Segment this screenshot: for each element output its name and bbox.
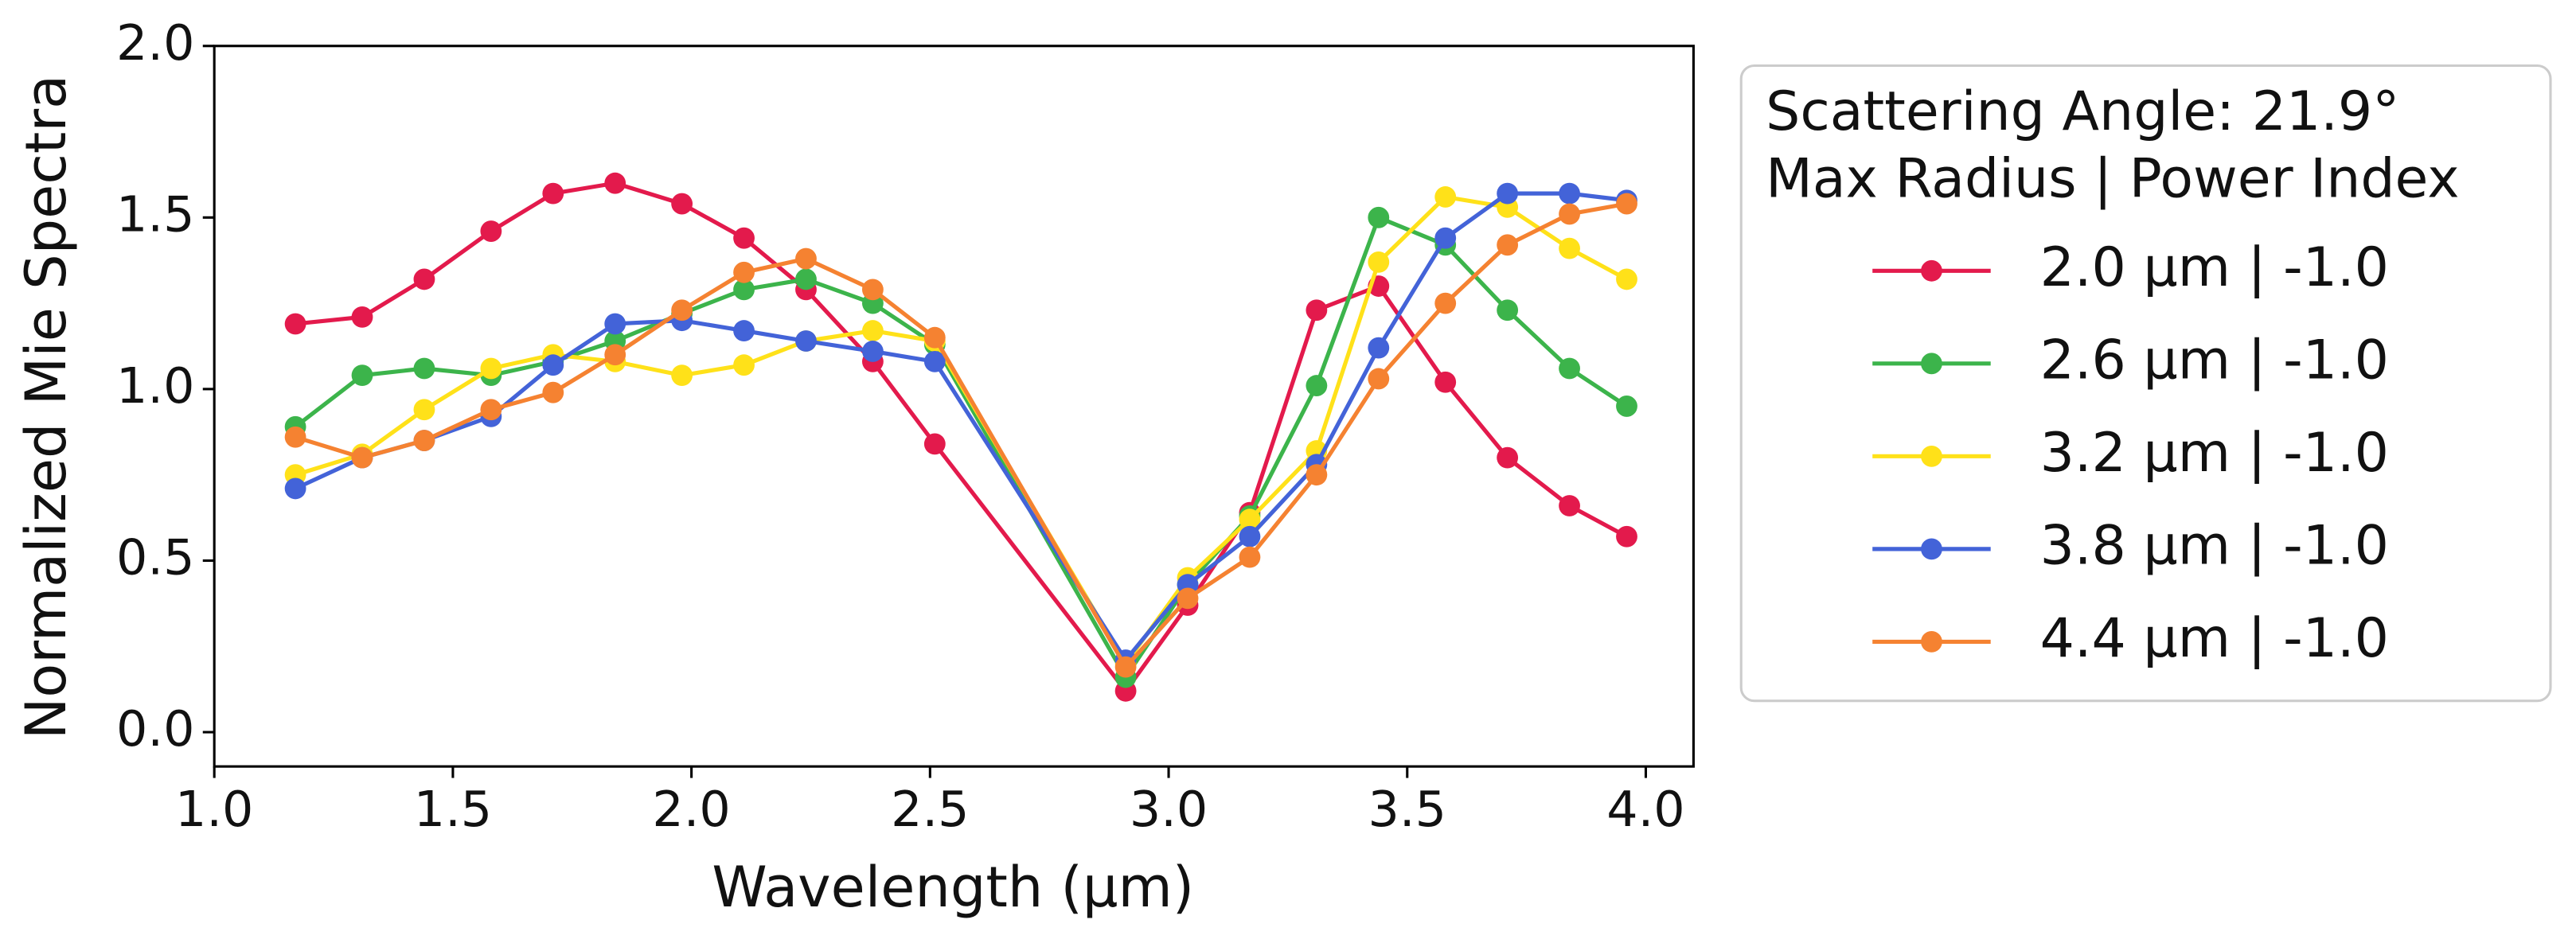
data-point xyxy=(1497,299,1519,322)
data-point xyxy=(284,313,306,335)
legend-label: 3.8 μm | -1.0 xyxy=(2040,514,2389,577)
legend-label: 2.0 μm | -1.0 xyxy=(2040,236,2389,299)
data-point xyxy=(1239,509,1261,531)
data-point xyxy=(351,446,373,469)
legend-title: Max Radius | Power Index xyxy=(1766,147,2459,210)
data-point xyxy=(413,430,435,451)
data-point xyxy=(795,268,817,290)
data-point xyxy=(671,364,693,387)
data-point xyxy=(1368,251,1390,273)
data-point xyxy=(733,320,755,341)
x-tick-label: 2.5 xyxy=(891,781,969,838)
legend-marker xyxy=(1921,445,1942,467)
data-point xyxy=(413,268,435,290)
legend-label: 4.4 μm | -1.0 xyxy=(2040,607,2389,670)
legend-marker xyxy=(1921,630,1942,653)
data-point xyxy=(1306,375,1328,396)
data-point xyxy=(542,182,564,205)
data-point xyxy=(604,313,626,335)
data-point xyxy=(480,220,502,242)
data-point xyxy=(861,279,884,301)
data-point xyxy=(1434,186,1457,208)
data-point xyxy=(1306,299,1328,322)
data-point xyxy=(733,227,755,249)
data-point xyxy=(671,299,693,322)
data-point xyxy=(795,247,817,270)
y-tick-label: 0.5 xyxy=(116,529,194,587)
legend-label: 2.6 μm | -1.0 xyxy=(2040,329,2389,392)
data-point xyxy=(1497,446,1519,469)
x-tick-label: 2.0 xyxy=(652,781,730,838)
legend-marker xyxy=(1921,538,1942,560)
data-point xyxy=(1616,268,1637,290)
data-point xyxy=(733,261,755,283)
data-point xyxy=(671,193,693,215)
data-point xyxy=(1616,396,1637,417)
data-point xyxy=(351,306,373,328)
data-point xyxy=(1239,546,1261,568)
legend-title: Scattering Angle: 21.9° xyxy=(1766,80,2399,143)
data-point xyxy=(733,279,755,301)
data-point xyxy=(1177,587,1199,610)
data-point xyxy=(1559,203,1580,225)
data-point xyxy=(1434,292,1457,314)
legend-marker xyxy=(1921,259,1942,282)
x-tick-label: 4.0 xyxy=(1606,781,1684,838)
legend-label: 3.2 μm | -1.0 xyxy=(2040,422,2389,485)
data-point xyxy=(1559,182,1580,205)
x-tick-label: 3.5 xyxy=(1368,781,1446,838)
data-point xyxy=(480,357,502,380)
data-point xyxy=(1434,371,1457,393)
data-point xyxy=(413,357,435,380)
data-point xyxy=(923,433,946,455)
x-tick-label: 1.0 xyxy=(175,781,253,838)
data-point xyxy=(1434,227,1457,249)
series-line xyxy=(295,201,1627,671)
data-point xyxy=(1616,193,1637,215)
legend-marker xyxy=(1921,353,1942,375)
series-line xyxy=(295,181,1628,695)
data-point xyxy=(284,426,306,448)
legend-box xyxy=(1739,64,2552,703)
y-tick-label: 1.0 xyxy=(116,357,194,415)
data-point xyxy=(413,399,435,421)
data-point xyxy=(542,381,564,403)
data-point xyxy=(284,477,306,500)
y-tick-label: 1.5 xyxy=(116,185,194,243)
plot-frame xyxy=(213,45,1695,768)
data-point xyxy=(1368,368,1390,390)
data-point xyxy=(604,344,626,366)
data-point xyxy=(1559,495,1580,516)
y-tick-label: 2.0 xyxy=(116,14,194,72)
y-tick-label: 0.0 xyxy=(116,700,194,758)
data-point xyxy=(1497,234,1519,256)
data-point xyxy=(542,354,564,376)
data-point xyxy=(861,341,884,362)
data-point xyxy=(1239,525,1261,548)
data-point xyxy=(861,320,884,341)
data-point xyxy=(1559,237,1580,259)
x-tick-label: 1.5 xyxy=(414,781,492,838)
data-point xyxy=(1368,206,1390,228)
data-point xyxy=(604,172,626,194)
data-point xyxy=(1306,464,1328,486)
y-axis-label: Normalized Mie Spectra xyxy=(14,75,79,739)
data-point xyxy=(480,399,502,421)
data-point xyxy=(1616,525,1637,548)
data-point xyxy=(733,354,755,376)
data-point xyxy=(795,330,817,352)
data-point xyxy=(1114,656,1137,678)
series-line xyxy=(295,191,1627,664)
x-tick-label: 3.0 xyxy=(1130,781,1208,838)
data-point xyxy=(923,350,946,372)
data-point xyxy=(351,364,373,387)
data-point xyxy=(1559,357,1580,380)
series-line xyxy=(294,214,1628,681)
data-point xyxy=(1368,337,1390,359)
data-point xyxy=(1497,182,1519,205)
x-axis-label: Wavelength (μm) xyxy=(712,855,1194,920)
data-point xyxy=(923,326,946,349)
